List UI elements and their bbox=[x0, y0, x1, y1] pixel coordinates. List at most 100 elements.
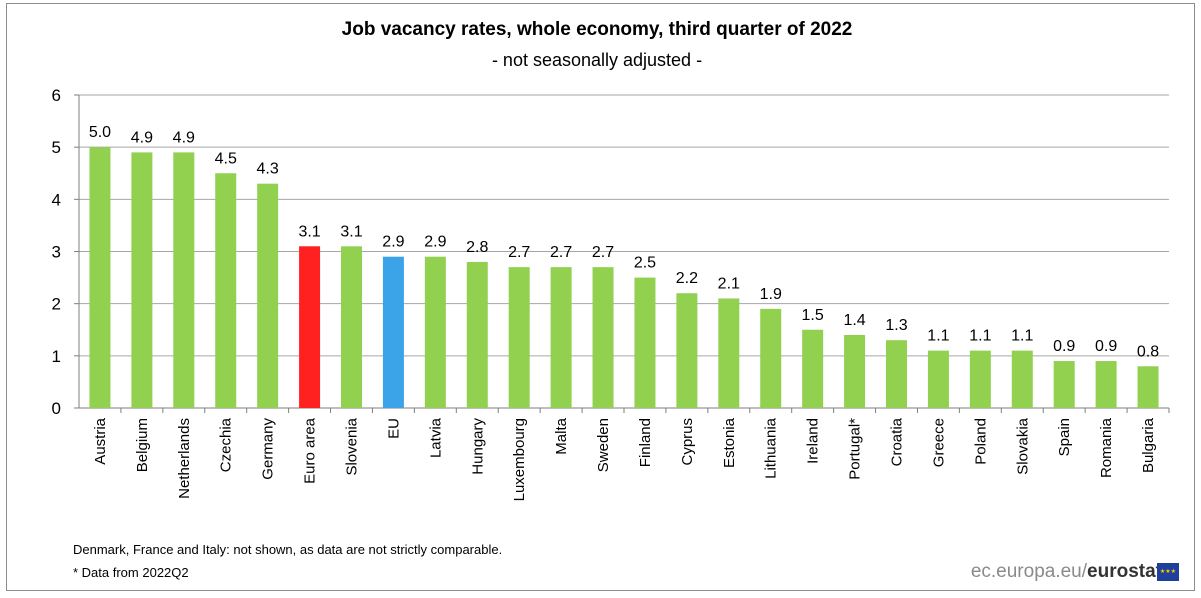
bar-hungary bbox=[466, 261, 488, 408]
value-label: 2.7 bbox=[592, 244, 614, 261]
x-tick-label: Lithuania bbox=[763, 417, 780, 479]
value-label: 1.4 bbox=[843, 312, 865, 329]
chart-title: Job vacancy rates, whole economy, third … bbox=[342, 19, 853, 40]
x-tick-label: Estonia bbox=[721, 417, 738, 468]
bar-greece bbox=[927, 350, 949, 408]
x-tick-label: Luxembourg bbox=[511, 418, 528, 501]
source-brand: eurostat bbox=[1087, 561, 1162, 582]
chart-frame: Job vacancy rates, whole economy, third … bbox=[6, 3, 1195, 591]
bar-belgium bbox=[131, 152, 153, 408]
value-label: 0.9 bbox=[1053, 338, 1075, 355]
chart-subtitle: - not seasonally adjusted - bbox=[492, 50, 702, 70]
x-tick-label: Slovakia bbox=[1014, 417, 1031, 474]
source-url: ec.europa.eu/ bbox=[970, 561, 1088, 582]
x-tick-label: Ireland bbox=[805, 418, 822, 464]
x-tick-label: Latvia bbox=[427, 417, 444, 458]
bar-germany bbox=[257, 183, 279, 408]
bar-malta bbox=[550, 267, 572, 408]
x-tick-label: Euro area bbox=[302, 417, 319, 484]
value-label: 0.9 bbox=[1095, 338, 1117, 355]
value-label: 3.1 bbox=[340, 223, 362, 240]
y-tick-label: 2 bbox=[52, 295, 61, 314]
bar-austria bbox=[89, 147, 111, 408]
bar-eu bbox=[382, 256, 404, 408]
bar-finland bbox=[634, 277, 656, 408]
x-tick-label: Spain bbox=[1056, 418, 1073, 456]
x-tick-label: Poland bbox=[972, 418, 989, 465]
value-label: 2.8 bbox=[466, 239, 488, 256]
bar-latvia bbox=[424, 256, 446, 408]
bars bbox=[89, 147, 1159, 408]
bar-netherlands bbox=[173, 152, 195, 408]
bar-estonia bbox=[718, 298, 740, 408]
bar-lithuania bbox=[760, 308, 782, 408]
x-tick-label: Czechia bbox=[218, 417, 235, 472]
x-tick-label: Cyprus bbox=[679, 418, 696, 466]
value-label: 1.1 bbox=[927, 328, 949, 345]
x-axis-labels: Austria Belgium Netherlands Czechia Germany E… bbox=[92, 408, 1170, 501]
bar-cyprus bbox=[676, 293, 698, 408]
x-tick-label: Netherlands bbox=[176, 418, 193, 499]
bar-euro-area bbox=[299, 246, 321, 408]
value-label: 2.5 bbox=[634, 255, 656, 272]
bar-czechia bbox=[215, 173, 237, 408]
value-label: 4.9 bbox=[131, 129, 153, 146]
footnote-asterisk: * Data from 2022Q2 bbox=[73, 565, 189, 580]
bar-slovakia bbox=[1011, 350, 1033, 408]
value-label: 0.8 bbox=[1137, 343, 1159, 360]
x-tick-label: Malta bbox=[553, 417, 570, 454]
x-tick-label: Germany bbox=[260, 418, 277, 480]
x-tick-label: Finland bbox=[637, 418, 654, 467]
value-label: 3.1 bbox=[298, 223, 320, 240]
bar-slovenia bbox=[341, 246, 362, 408]
bar-spain bbox=[1053, 361, 1075, 408]
value-label: 1.9 bbox=[760, 286, 782, 303]
y-tick-label: 1 bbox=[52, 347, 61, 366]
x-tick-label: Bulgaria bbox=[1140, 417, 1157, 473]
bar-ireland bbox=[802, 329, 824, 408]
value-label: 5.0 bbox=[89, 124, 111, 141]
value-label: 4.3 bbox=[257, 161, 279, 178]
y-axis-ticks: 0 1 2 3 4 5 6 bbox=[52, 86, 79, 418]
x-tick-label: Belgium bbox=[134, 418, 151, 472]
x-tick-label: Croatia bbox=[889, 417, 906, 466]
value-label: 1.1 bbox=[969, 328, 991, 345]
bar-sweden bbox=[592, 267, 614, 408]
bar-romania bbox=[1095, 361, 1117, 408]
x-tick-label: EU bbox=[385, 418, 402, 439]
value-label: 4.9 bbox=[173, 129, 195, 146]
source-credit: ec.europa.eu/eurostat bbox=[971, 561, 1162, 583]
value-labels: 5.0 4.9 4.9 4.5 4.3 3.1 3.1 2.9 2.9 2.8 2.7 2.7 2.7 2… bbox=[89, 124, 1159, 360]
y-tick-label: 6 bbox=[52, 86, 61, 105]
y-tick-label: 5 bbox=[52, 138, 61, 157]
gridlines bbox=[78, 94, 1169, 409]
value-label: 2.9 bbox=[424, 234, 446, 251]
bar-croatia bbox=[886, 340, 907, 408]
footnote-not-shown: Denmark, France and Italy: not shown, as… bbox=[73, 542, 503, 557]
value-label: 2.2 bbox=[676, 270, 698, 287]
bar-portugal bbox=[844, 334, 866, 408]
value-label: 2.1 bbox=[718, 275, 740, 292]
x-tick-label: Sweden bbox=[595, 418, 612, 472]
value-label: 4.5 bbox=[215, 150, 237, 167]
y-tick-label: 4 bbox=[52, 190, 61, 209]
bar-chart: Job vacancy rates, whole economy, third … bbox=[52, 19, 1170, 501]
bar-poland bbox=[969, 350, 991, 408]
value-label: 2.7 bbox=[550, 244, 572, 261]
y-tick-label: 3 bbox=[52, 243, 61, 262]
y-tick-label: 0 bbox=[52, 399, 61, 418]
x-tick-label: Portugal* bbox=[847, 418, 864, 480]
x-tick-label: Slovenia bbox=[344, 417, 361, 475]
x-tick-label: Hungary bbox=[469, 418, 486, 475]
x-tick-label: Austria bbox=[92, 417, 109, 464]
value-label: 2.7 bbox=[508, 244, 530, 261]
value-label: 1.3 bbox=[885, 317, 907, 334]
x-tick-label: Greece bbox=[930, 418, 947, 467]
bar-luxembourg bbox=[508, 267, 530, 408]
value-label: 2.9 bbox=[382, 234, 404, 251]
value-label: 1.1 bbox=[1011, 328, 1033, 345]
value-label: 1.5 bbox=[802, 307, 824, 324]
x-tick-label: Romania bbox=[1098, 417, 1115, 478]
eu-flag-icon: ★★★ bbox=[1157, 563, 1179, 581]
bar-bulgaria bbox=[1137, 366, 1159, 408]
